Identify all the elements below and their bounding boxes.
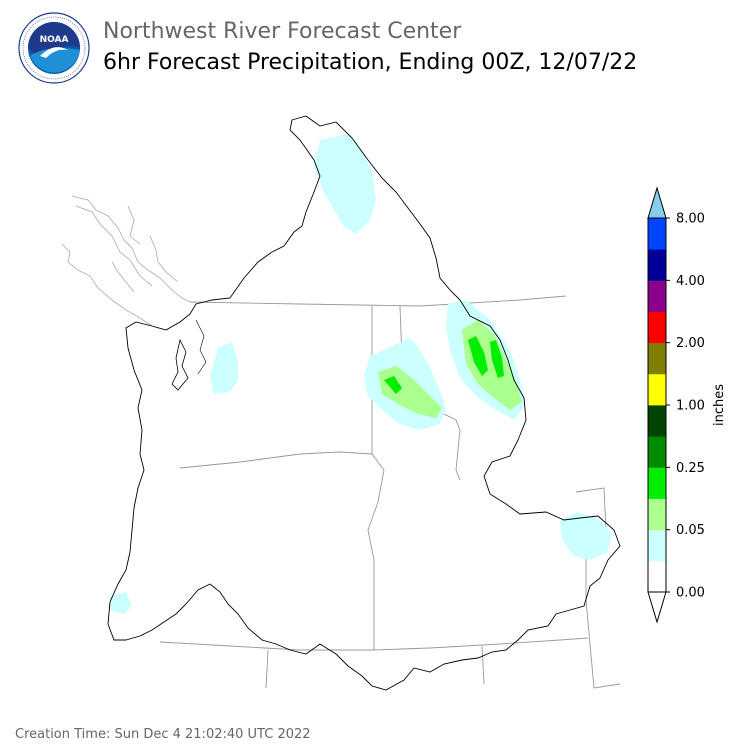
puget-sound xyxy=(171,338,189,391)
precip-area xyxy=(314,134,376,234)
basin-outline xyxy=(107,115,621,691)
precip-area xyxy=(384,376,402,394)
precip-heavy xyxy=(384,336,504,394)
precip-area xyxy=(490,340,504,378)
colorbar-bin xyxy=(648,467,666,499)
page-title: Northwest River Forecast Center xyxy=(103,19,462,44)
colorbar-tick-label: 1.00 xyxy=(676,399,705,414)
colorbar-bins xyxy=(648,218,666,593)
colorbar-tick-label: 0.00 xyxy=(676,586,705,601)
precip-area xyxy=(560,512,612,560)
precip-area xyxy=(110,592,132,614)
noaa-logo-text: NOAA xyxy=(40,35,69,45)
colorbar-unit-label: inches xyxy=(712,384,727,426)
colorbar-bin xyxy=(648,560,666,593)
colorbar-tick-label: 4.00 xyxy=(676,274,705,289)
colorbar-bin xyxy=(648,498,666,531)
colorbar-bin xyxy=(648,529,666,562)
colorbar-ticks: 0.00 0.05 0.25 1.00 2.00 4.00 8.00 xyxy=(666,212,705,601)
colorbar-bin xyxy=(648,249,666,281)
creation-time: Creation Time: Sun Dec 4 21:02:40 UTC 20… xyxy=(15,727,311,742)
colorbar-bin xyxy=(648,311,666,344)
colorbar-tick-label: 0.25 xyxy=(676,461,705,476)
colorbar-under-arrow xyxy=(647,591,667,624)
state-boundaries xyxy=(159,295,621,689)
colorbar-bin xyxy=(648,218,666,250)
willamette-river xyxy=(195,319,207,375)
colorbar-tick-label: 0.05 xyxy=(676,523,705,538)
precip-area xyxy=(210,342,238,394)
page-subtitle: 6hr Forecast Precipitation, Ending 00Z, … xyxy=(103,50,638,75)
noaa-logo-icon: NOAA xyxy=(18,12,90,84)
colorbar-tick-label: 2.00 xyxy=(676,336,705,351)
colorbar-bin xyxy=(648,280,666,312)
colorbar-bin xyxy=(648,405,666,437)
colorbar-bin xyxy=(648,342,666,375)
colorbar-tick-label: 8.00 xyxy=(676,212,705,227)
colorbar-over-arrow xyxy=(647,186,667,219)
precip-area xyxy=(468,336,488,376)
colorbar-bin xyxy=(648,436,666,468)
colorbar-bin xyxy=(648,373,666,406)
